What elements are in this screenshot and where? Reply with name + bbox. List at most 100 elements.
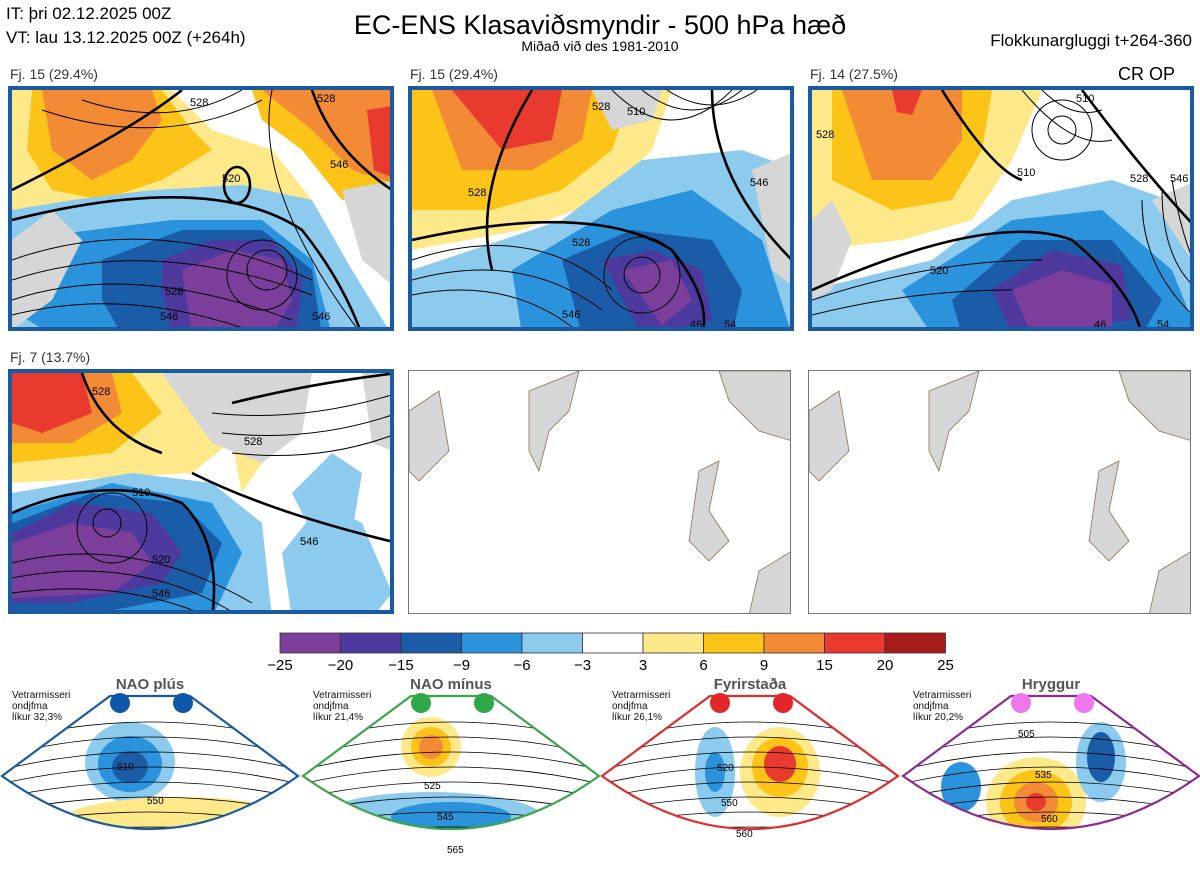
colorbar-cell (884, 632, 946, 654)
contour-label: 520 (222, 173, 240, 185)
colorbar-tick-label: 25 (937, 657, 954, 674)
regime-marker-dot (710, 693, 730, 713)
colorbar-cell (340, 632, 402, 654)
contour-label: 546 (152, 588, 170, 600)
contour-label: 528 (592, 101, 610, 113)
contour-label: 546 (160, 311, 178, 323)
cluster-map-2-graphic: 528 510 528 546 528 546 46 54 (412, 90, 790, 331)
regime-marker-dot (773, 693, 793, 713)
colorbar-cell (642, 632, 704, 654)
contour-label: 528 (165, 286, 183, 298)
empty-map-5 (408, 370, 791, 614)
regime-probability-line: Vetrarmisseri (913, 690, 972, 701)
contour-label: 546 (300, 536, 318, 548)
regime-fan-border (0, 694, 300, 830)
height-contour (2, 766, 298, 785)
contour-label: 520 (930, 265, 948, 277)
contour-label: 54 (1157, 319, 1169, 331)
anomaly-area (941, 762, 981, 812)
anomaly-area (1026, 793, 1046, 811)
contour-label: 46 (690, 319, 702, 331)
regime-probability: Vetrarmisseri ondjfma líkur 26,1% (612, 690, 670, 723)
contour-label: 54 (724, 319, 736, 331)
regime-fan-border (901, 694, 1200, 830)
regime-contour-label: 525 (424, 781, 441, 792)
height-contour (303, 826, 599, 829)
anomaly-area (419, 735, 443, 759)
regime-contour-label: 550 (721, 798, 738, 809)
regime-contour-label: 560 (1041, 814, 1058, 825)
regime-probability-line: ondjfma (12, 701, 48, 712)
colorbar-cell (763, 632, 825, 654)
colorbar-cell (582, 632, 644, 654)
contour-label: 46 (1094, 319, 1106, 331)
regime-marker-dot (110, 693, 130, 713)
empty-map-6-graphic (809, 371, 1190, 613)
colorbar-cell (279, 632, 341, 654)
regime-marker-dot (1011, 693, 1031, 713)
contour-label: 520 (152, 554, 170, 566)
panel-3-label: Fj. 14 (27.5%) (810, 66, 898, 82)
contour-label: 546 (312, 311, 330, 323)
colorbar-tick-label: −3 (574, 657, 591, 674)
regime-probability-line: líkur 26,1% (612, 712, 663, 723)
anomaly-area (764, 746, 796, 782)
regime-contour-label: 505 (1018, 729, 1035, 740)
contour-label: 528 (816, 129, 834, 141)
cluster-map-3-graphic: 528 510 510 528 546 520 46 54 (812, 90, 1190, 331)
regime-marker-dot (411, 693, 431, 713)
colorbar-cell (461, 632, 523, 654)
regime-title: Fyrirstaða (713, 676, 787, 693)
regime-fan-map: 510 550 (0, 693, 300, 830)
height-contour (602, 826, 898, 829)
colorbar-cell (703, 632, 765, 654)
height-contour (903, 721, 1199, 743)
regime-contour-label: 535 (1035, 770, 1052, 781)
regime-marker-dot (1074, 693, 1094, 713)
height-contour (903, 751, 1199, 771)
regime-contour-label: 550 (147, 796, 164, 807)
regime-contour-label: 510 (117, 762, 134, 773)
anomaly-area (391, 802, 511, 829)
corner-tag: CR OP (1118, 64, 1176, 84)
cluster-map-1: 528 520 546 528 546 546 528 (8, 86, 394, 331)
contour-label: 510 (627, 106, 645, 118)
contour-label: 528 (572, 237, 590, 249)
panel-1-label: Fj. 15 (29.4%) (10, 66, 98, 82)
regime-probability-line: Vetrarmisseri (313, 690, 372, 701)
height-contour (903, 766, 1199, 785)
regime-probability: Vetrarmisseri ondjfma líkur 21,4% (313, 690, 371, 723)
height-contour (903, 826, 1199, 829)
regime-probability-line: ondjfma (913, 701, 949, 712)
height-contour (602, 781, 898, 799)
colorbar-tick-label: 15 (816, 657, 833, 674)
regime-probability: Vetrarmisseri ondjfma líkur 20,2% (913, 690, 971, 723)
colorbar-tick-label: 3 (639, 657, 647, 674)
regime-probability-line: líkur 20,2% (913, 712, 964, 723)
height-contour (602, 751, 898, 771)
height-contour (903, 781, 1199, 799)
cluster-map-4-graphic: 528 510 528 546 546 520 (12, 373, 390, 610)
panel-4-label: Fj. 7 (13.7%) (10, 349, 91, 365)
page-title: EC-ENS Klasaviðsmyndir - 500 hPa hæð (353, 10, 847, 40)
height-contour (303, 751, 599, 771)
valid-time: VT: lau 13.12.2025 00Z (+264h) (6, 28, 246, 47)
contour-label: 546 (330, 159, 348, 171)
contour-label: 546 (1170, 173, 1188, 185)
issue-time: IT: þri 02.12.2025 00Z (6, 4, 172, 23)
regime-contour-label: 560 (736, 829, 753, 840)
regime-fan-map: 525 545 565 (301, 693, 601, 856)
regime-probability-line: líkur 21,4% (313, 712, 364, 723)
contour-label: 510 (1076, 93, 1094, 105)
height-contour (602, 811, 898, 827)
height-contour (303, 766, 599, 785)
contour-label: 510 (1017, 167, 1035, 179)
contour-label: 546 (750, 177, 768, 189)
regime-fan-border (301, 694, 601, 830)
contour-label: 528 (468, 187, 486, 199)
contour-label: 546 (562, 309, 580, 321)
contour-label: 528 (190, 97, 208, 109)
colorbar-tick-label: 6 (699, 657, 707, 674)
regime-probability-line: ondjfma (612, 701, 648, 712)
height-contour (303, 781, 599, 799)
